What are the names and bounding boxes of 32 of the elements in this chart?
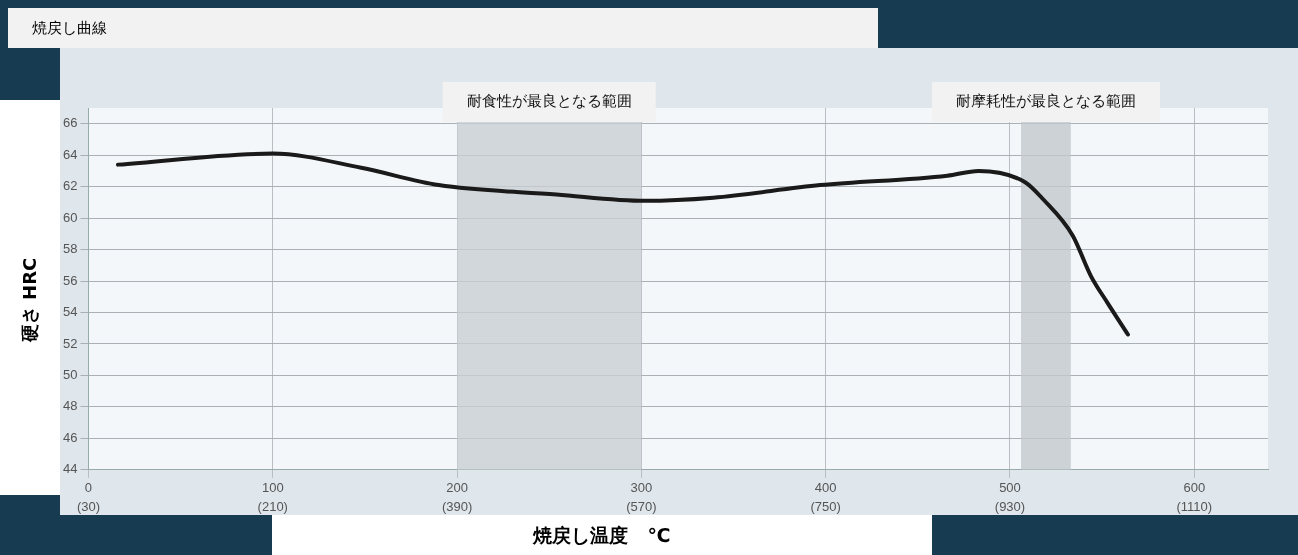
y-tick-label: 50: [62, 367, 78, 382]
y-tick-label: 62: [62, 178, 78, 194]
x-tick-label: 200: [446, 480, 468, 496]
x2-tick-label: (390): [441, 498, 473, 514]
y-tick-label: 44: [62, 461, 78, 477]
y-tick-label: 66: [62, 115, 78, 131]
y-tick-label: 52: [62, 335, 78, 351]
y-tick-label: 48: [62, 398, 78, 414]
y-tick-label: 64: [62, 146, 78, 162]
x-tick-label: 600: [1183, 480, 1206, 496]
x-axis-title: 焼戻し温度 ℃: [272, 515, 932, 555]
x2-tick-label: (570): [626, 498, 657, 514]
x-tick-label: 0: [84, 480, 93, 496]
x2-tick-label: (750): [810, 498, 841, 514]
y-tick-label: 58: [62, 241, 78, 257]
y-axis-title: 硬さ HRC: [18, 257, 41, 343]
x2-tick-label: (1110): [1176, 498, 1213, 514]
x-tick-label: 500: [999, 480, 1021, 496]
band-label: 耐摩耗性が最良となる範囲: [955, 91, 1136, 110]
band-label: 耐食性が最良となる範囲: [466, 91, 632, 110]
y-tick-label: 60: [62, 209, 78, 225]
x-tick-label: 100: [261, 480, 284, 496]
y-tick-label: 56: [62, 272, 78, 288]
x2-tick-label: (210): [257, 498, 288, 514]
x-tick-label: 400: [814, 480, 837, 496]
x2-tick-label: (30): [76, 498, 101, 514]
x2-tick-label: (930): [994, 498, 1026, 514]
y-tick-label: 46: [62, 429, 78, 445]
chart-title: 焼戻し曲線: [8, 8, 878, 48]
y-tick-label: 54: [62, 304, 78, 320]
line-series: [115, 151, 1130, 337]
x-tick-label: 300: [630, 480, 653, 496]
